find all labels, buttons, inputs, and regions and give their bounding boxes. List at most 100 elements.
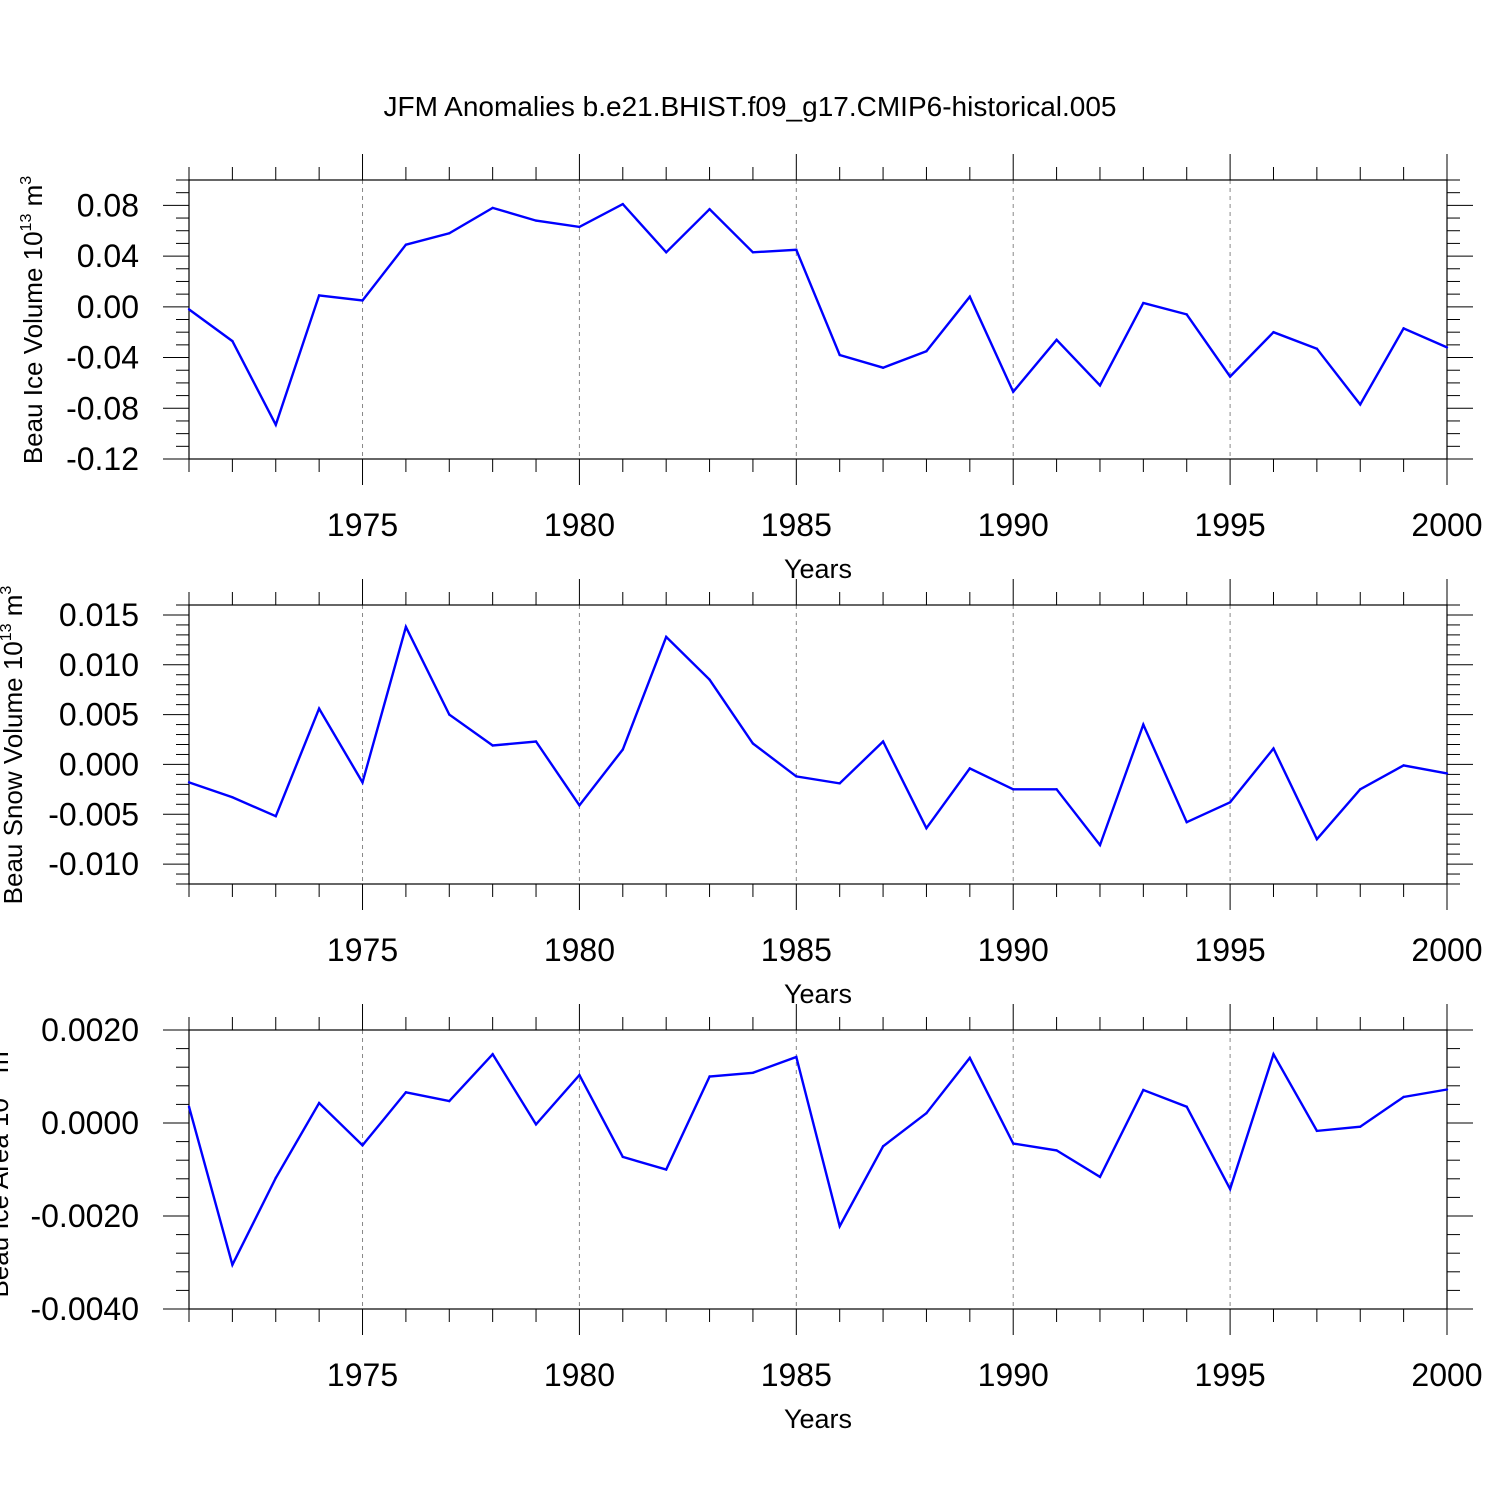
- data-point: [361, 299, 364, 302]
- data-point: [1228, 375, 1232, 378]
- data-point: [1315, 1129, 1319, 1133]
- y-axis-label-exponent: 13: [0, 1080, 1, 1098]
- y-tick-label: -0.12: [66, 441, 139, 477]
- data-point: [1402, 1095, 1405, 1099]
- data-point: [231, 1263, 234, 1267]
- y-tick-label: -0.005: [48, 796, 139, 832]
- x-tick-label: 1990: [978, 1357, 1049, 1393]
- x-tick-labels: 1975 1980 1985 1990 1995 2000: [327, 507, 1483, 543]
- x-tick-labels: 1975 1980 1985 1990 1995 2000: [327, 932, 1483, 968]
- data-point: [448, 713, 451, 716]
- y-axis-label-units-exponent: 3: [0, 586, 15, 595]
- data-point: [1142, 1088, 1145, 1092]
- data-point: [1142, 301, 1145, 305]
- panel-ice-volume: 0.08 0.04 0.00 -0.04 -0.08 -0.12 1975 19…: [18, 154, 1483, 584]
- y-axis-label-exponent: 13: [18, 214, 35, 232]
- x-tick-label: 1995: [1195, 507, 1266, 543]
- y-axis-label-units-exponent: 2: [0, 1042, 1, 1051]
- y-tick-labels: 0.015 0.010 0.005 0.000 -0.005 -0.010: [48, 597, 139, 882]
- y-tick-label: -0.0040: [30, 1291, 139, 1327]
- data-point: [187, 781, 191, 784]
- y-tick-label: 0.04: [77, 238, 139, 274]
- x-tick-label: 1985: [761, 507, 832, 543]
- x-tick-label: 1980: [544, 507, 615, 543]
- data-point: [1272, 1052, 1275, 1056]
- data-point: [751, 1071, 755, 1074]
- y-tick-labels: 0.08 0.04 0.00 -0.04 -0.08 -0.12: [66, 187, 139, 477]
- data-point: [491, 206, 494, 210]
- data-point: [1359, 1125, 1362, 1128]
- data-point: [578, 1073, 581, 1077]
- y-tick-label: 0.00: [77, 289, 139, 325]
- data-point: [274, 1176, 277, 1180]
- series-line-ice-area: [187, 1051, 1448, 1269]
- y-tick-label: 0.010: [59, 647, 139, 683]
- x-grid-lines: [362, 605, 1231, 884]
- data-point: [1185, 1105, 1188, 1108]
- data-point: [231, 339, 234, 343]
- y-axis-label-units: m: [0, 1051, 14, 1080]
- data-point: [621, 1155, 624, 1159]
- data-point: [1445, 772, 1449, 775]
- data-point: [274, 815, 277, 818]
- data-point: [404, 243, 408, 246]
- data-point: [317, 1101, 321, 1105]
- data-point: [317, 707, 321, 710]
- y-axis-label: Beau Snow Volume 1013 m3: [0, 586, 28, 905]
- data-point: [1402, 327, 1405, 330]
- x-tick-label: 1985: [761, 1357, 832, 1393]
- data-point: [317, 294, 321, 297]
- series-line-snow-volume: [188, 623, 1448, 848]
- axis-ticks: [163, 1004, 1473, 1335]
- y-tick-label: -0.04: [66, 340, 139, 376]
- data-point: [534, 219, 538, 222]
- y-tick-label: -0.010: [48, 846, 139, 882]
- data-point: [664, 251, 668, 254]
- y-tick-labels: 0.0020 0.0000 -0.0020 -0.0040: [30, 1012, 139, 1327]
- series-points: [187, 202, 1449, 426]
- data-point: [838, 353, 841, 357]
- data-point: [578, 804, 581, 807]
- data-point: [621, 202, 624, 206]
- data-point: [1012, 788, 1015, 791]
- data-point: [1359, 788, 1362, 791]
- data-point: [968, 1056, 972, 1060]
- y-tick-label: 0.000: [59, 746, 139, 782]
- x-tick-label: 1985: [761, 932, 832, 968]
- data-point: [1272, 330, 1275, 334]
- data-point: [1185, 821, 1188, 824]
- data-point: [838, 1225, 841, 1228]
- data-point: [751, 251, 755, 254]
- panel-ice-area: 0.0020 0.0000 -0.0020 -0.0040 1975 1980 …: [0, 1004, 1483, 1434]
- y-tick-label: 0.0020: [41, 1012, 139, 1048]
- data-point: [1445, 346, 1449, 349]
- data-point: [708, 678, 711, 681]
- y-tick-label: -0.08: [66, 390, 139, 426]
- data-point: [795, 248, 798, 251]
- data-point: [1272, 747, 1275, 750]
- data-point: [1098, 843, 1102, 847]
- data-point: [491, 1052, 494, 1056]
- data-point: [534, 1123, 538, 1126]
- x-tick-label: 2000: [1411, 507, 1482, 543]
- data-point: [1445, 1088, 1449, 1091]
- y-axis-label-text: Beau Ice Area 10: [0, 1098, 14, 1297]
- data-point: [968, 295, 972, 298]
- y-tick-label: 0.005: [59, 697, 139, 733]
- y-tick-label: 0.0000: [41, 1105, 139, 1141]
- data-point: [795, 775, 798, 778]
- data-point: [925, 1112, 928, 1115]
- x-tick-label: 1980: [544, 1357, 615, 1393]
- x-tick-labels: 1975 1980 1985 1990 1995 2000: [327, 1357, 1483, 1393]
- data-point: [187, 1105, 191, 1108]
- data-point: [1012, 1142, 1015, 1145]
- y-axis-label-units: m: [0, 595, 28, 624]
- data-point: [1228, 801, 1232, 804]
- data-point: [534, 740, 538, 743]
- x-tick-label: 1995: [1195, 1357, 1266, 1393]
- y-tick-label: 0.08: [77, 187, 139, 223]
- data-point: [404, 625, 408, 629]
- x-tick-label: 1980: [544, 932, 615, 968]
- y-axis-label-exponent: 13: [0, 623, 15, 641]
